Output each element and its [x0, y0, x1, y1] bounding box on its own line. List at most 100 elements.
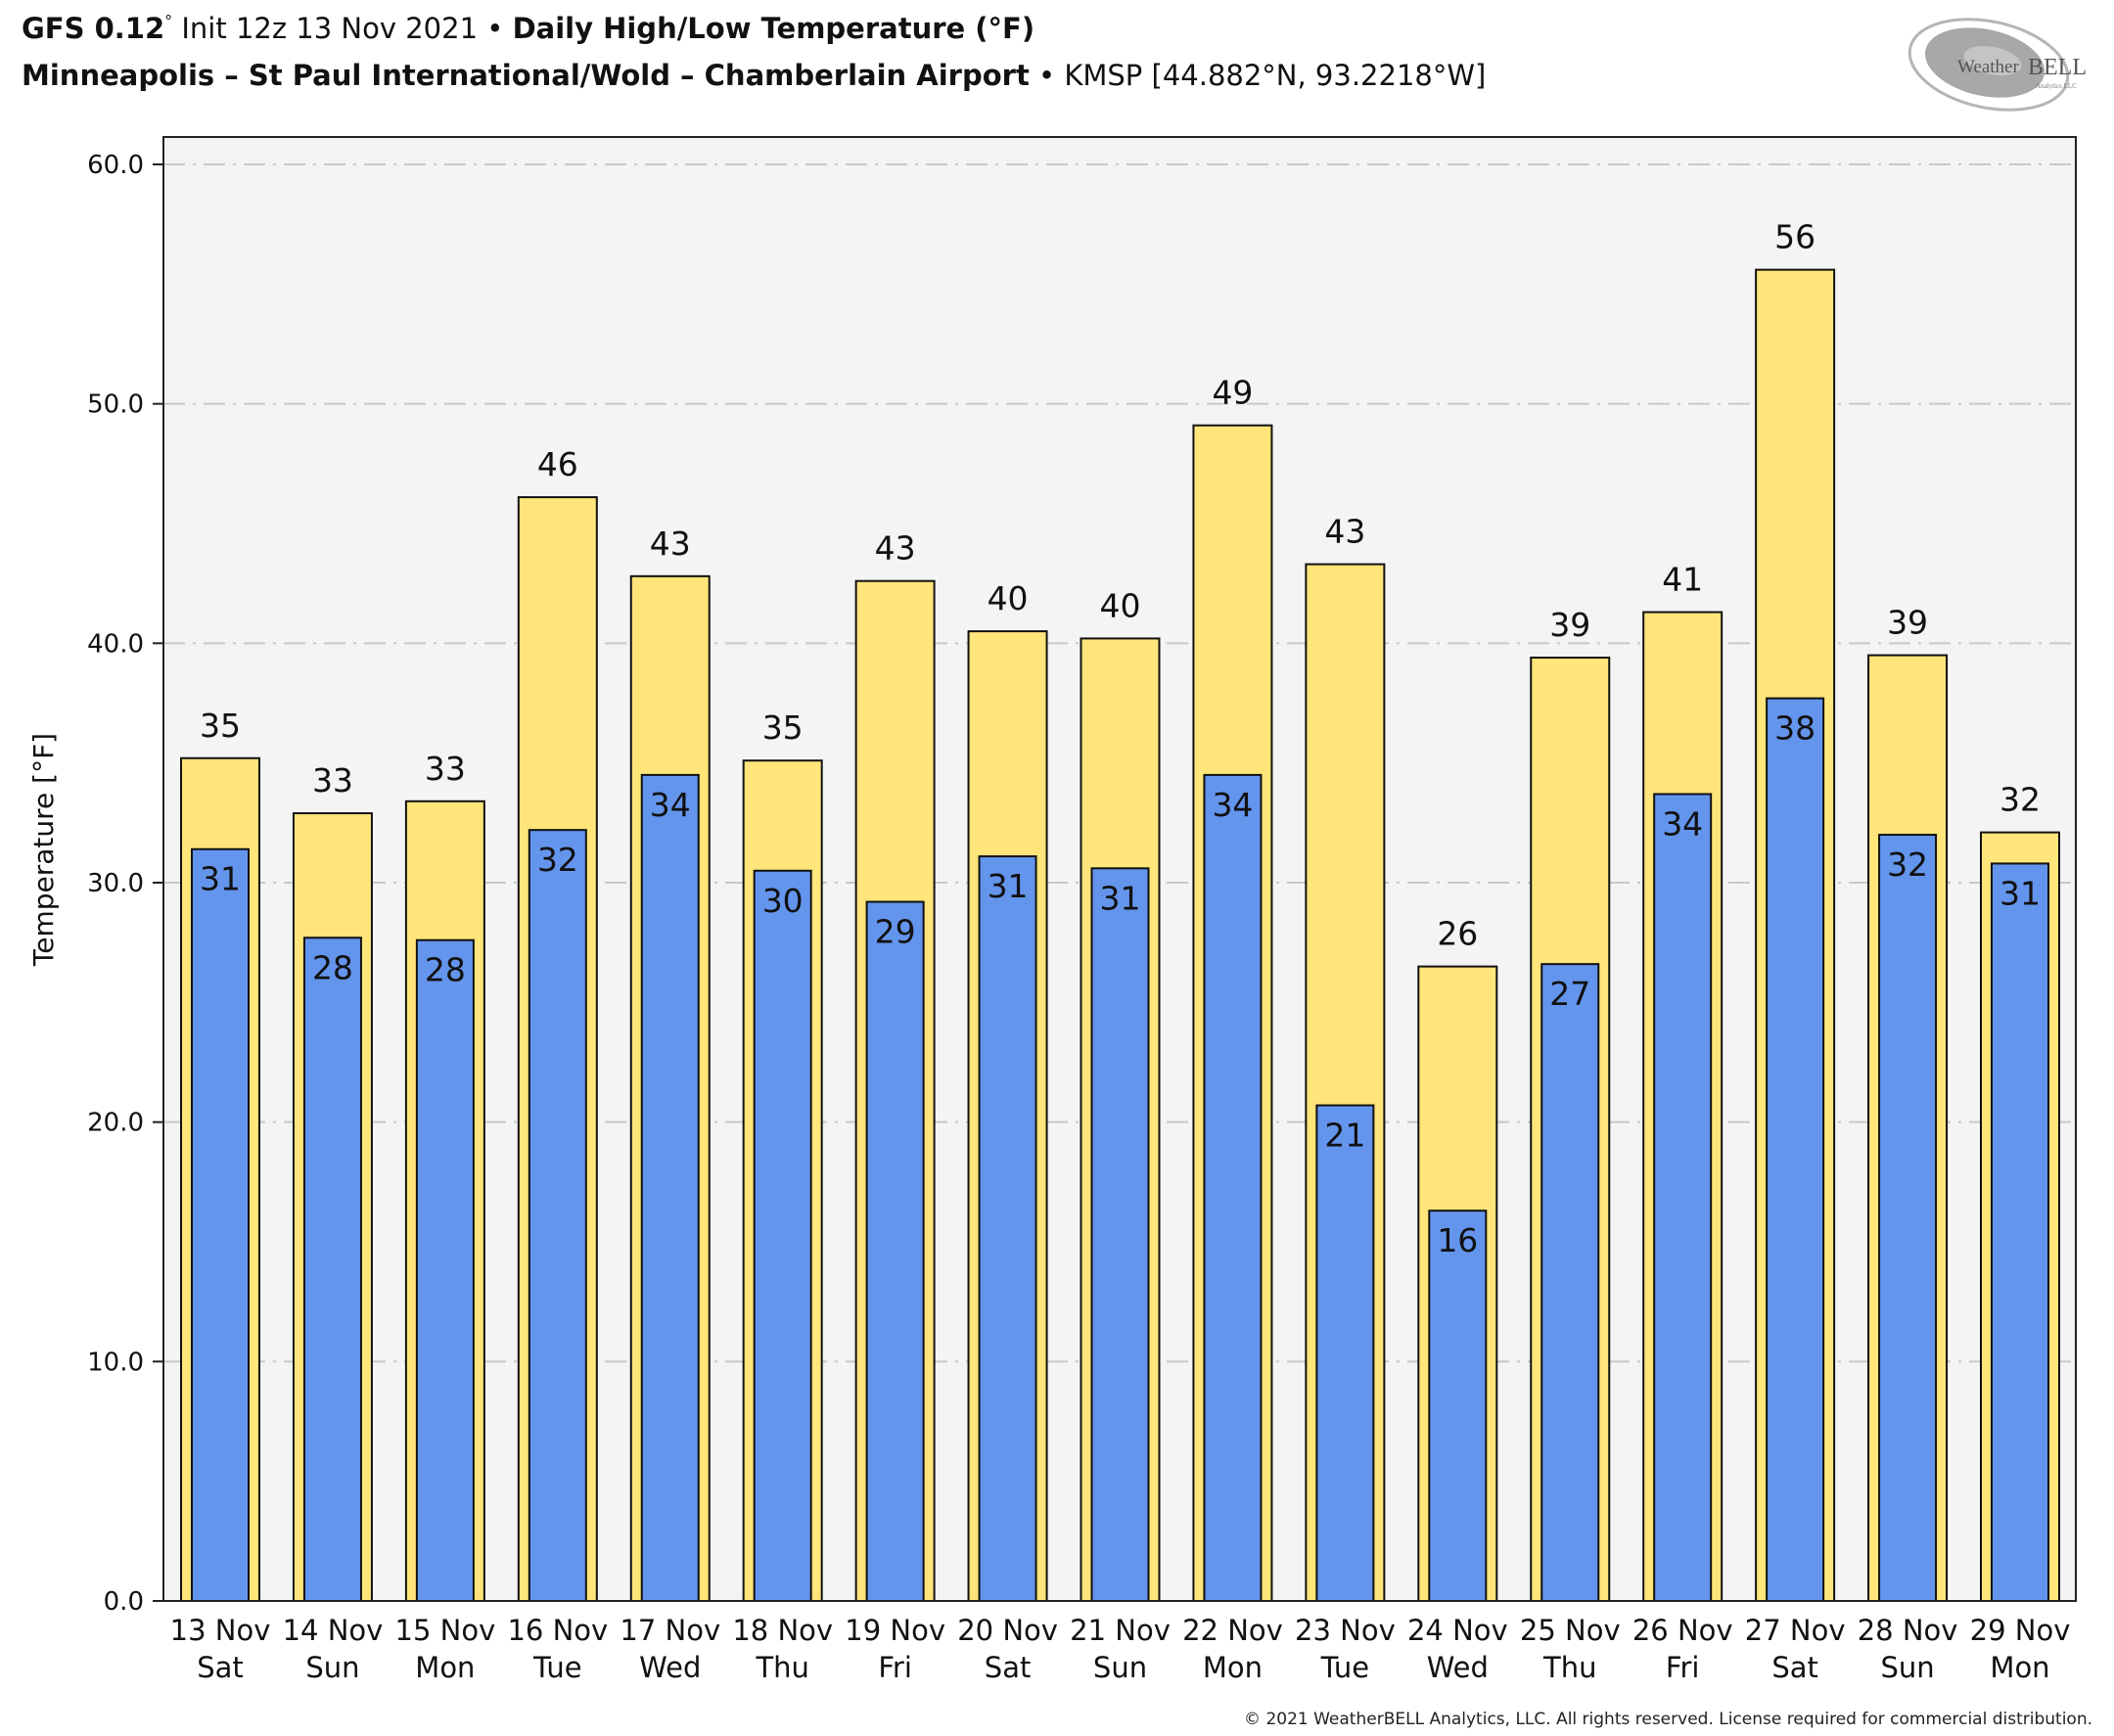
data-label-low: 38 — [1774, 709, 1815, 748]
x-tick-label-date: 23 Nov — [1295, 1614, 1396, 1647]
x-tick-label-day: Sat — [985, 1651, 1032, 1684]
x-tick-label-date: 14 Nov — [283, 1614, 384, 1647]
x-tick-label-day: Wed — [639, 1651, 701, 1684]
x-tick-label-date: 26 Nov — [1632, 1614, 1733, 1647]
data-label-high: 33 — [312, 761, 353, 799]
bar-low — [640, 773, 700, 1602]
x-tick-label-date: 24 Nov — [1407, 1614, 1508, 1647]
data-label-high: 49 — [1212, 374, 1253, 412]
chart-title-line-1: GFS 0.12° Init 12z 13 Nov 2021 • Daily H… — [22, 12, 1034, 45]
x-tick-label-date: 28 Nov — [1858, 1614, 1958, 1647]
x-tick-label-date: 13 Nov — [170, 1614, 271, 1647]
product-title: Daily High/Low Temperature (°F) — [512, 12, 1035, 45]
station-separator: • — [1029, 59, 1065, 92]
bars — [180, 268, 2060, 1603]
data-label-low: 28 — [425, 951, 466, 989]
station-name: Minneapolis – St Paul International/Wold… — [22, 59, 1030, 92]
data-label-high: 46 — [537, 445, 578, 483]
x-tick-label-day: Fri — [1666, 1651, 1700, 1684]
bar-low — [302, 937, 362, 1602]
weatherbell-logo: Weather BELL Analytics LLC — [1907, 18, 2087, 112]
y-tick-label: 40.0 — [87, 629, 144, 659]
data-label-high: 39 — [1887, 604, 1928, 642]
data-label-low: 32 — [1887, 845, 1928, 884]
x-tick-label-day: Wed — [1427, 1651, 1489, 1684]
logo-swirl-hole — [1963, 45, 2022, 76]
x-tick-label-day: Mon — [1990, 1651, 2049, 1684]
data-label-low: 21 — [1324, 1117, 1365, 1155]
data-label-high: 35 — [762, 708, 804, 747]
bar-low — [1203, 773, 1263, 1602]
model-degree: ° — [164, 12, 173, 30]
x-tick-label-day: Mon — [1203, 1651, 1263, 1684]
x-tick-label-date: 16 Nov — [507, 1614, 608, 1647]
x-tick-label-date: 21 Nov — [1070, 1614, 1171, 1647]
data-label-high: 39 — [1549, 606, 1590, 644]
x-tick-label-date: 22 Nov — [1182, 1614, 1283, 1647]
station-code: KMSP [44.882°N, 93.2218°W] — [1064, 59, 1487, 92]
data-label-low: 34 — [1662, 804, 1703, 843]
x-tick-label-day: Thu — [1542, 1651, 1596, 1684]
data-label-high: 40 — [1100, 586, 1141, 624]
model-name: GFS 0.12 — [22, 12, 165, 45]
bar-low — [978, 855, 1037, 1602]
logo-text-weather: Weather — [1957, 57, 2019, 77]
copyright-notice: © 2021 WeatherBELL Analytics, LLC. All r… — [1244, 1710, 2092, 1729]
logo-text-bell: BELL — [2028, 55, 2087, 80]
bar-low — [865, 900, 925, 1602]
y-tick-label: 0.0 — [104, 1587, 144, 1617]
data-label-high: 56 — [1774, 218, 1815, 256]
data-label-high: 43 — [1324, 513, 1365, 551]
data-label-high: 32 — [1999, 781, 2041, 819]
y-tick-label: 30.0 — [87, 869, 144, 898]
data-label-high: 33 — [425, 750, 466, 788]
x-tick-label-date: 17 Nov — [620, 1614, 720, 1647]
chart-title-line-2: Minneapolis – St Paul International/Wold… — [22, 59, 1486, 92]
data-label-high: 26 — [1437, 915, 1478, 953]
y-axis: 0.0 10.0 20.0 30.0 40.0 50.0 60.0 — [87, 151, 163, 1617]
data-label-low: 28 — [312, 948, 353, 986]
y-tick-label: 10.0 — [87, 1348, 144, 1377]
data-labels: 35 31 33 28 33 28 46 32 43 34 35 30 43 29 40 31 40 31 49 34… — [200, 218, 2041, 1260]
data-label-high: 43 — [875, 529, 916, 568]
init-time: Init 12z 13 Nov 2021 • — [172, 12, 513, 45]
x-tick-label-date: 20 Nov — [957, 1614, 1058, 1647]
data-label-low: 32 — [537, 841, 578, 879]
bar-low — [528, 829, 587, 1602]
x-tick-label-day: Sun — [1880, 1651, 1934, 1684]
bar-low — [1315, 1104, 1375, 1603]
bar-low — [1878, 834, 1938, 1602]
data-label-low: 29 — [875, 913, 916, 951]
x-tick-label-date: 29 Nov — [1970, 1614, 2071, 1647]
data-label-high: 35 — [200, 707, 241, 745]
x-tick-label-date: 18 Nov — [732, 1614, 833, 1647]
x-tick-label-day: Mon — [415, 1651, 475, 1684]
data-label-high: 43 — [650, 525, 691, 563]
data-label-low: 31 — [1100, 879, 1141, 917]
logo-text-sub: Analytics LLC — [2036, 82, 2077, 90]
plot-frame — [162, 136, 2077, 1602]
x-tick-label-date: 19 Nov — [845, 1614, 945, 1647]
bar-low — [1766, 697, 1825, 1602]
x-tick-label-date: 27 Nov — [1745, 1614, 1846, 1647]
x-tick-label-date: 25 Nov — [1520, 1614, 1621, 1647]
data-label-high: 40 — [988, 579, 1029, 617]
x-tick-label-day: Sun — [305, 1651, 359, 1684]
data-label-low: 27 — [1549, 975, 1590, 1013]
data-label-low: 16 — [1437, 1221, 1478, 1259]
x-tick-label-day: Sun — [1093, 1651, 1147, 1684]
x-tick-label-day: Tue — [532, 1651, 582, 1684]
data-label-low: 34 — [650, 786, 691, 824]
bar-low — [191, 847, 250, 1602]
bar-low — [1991, 862, 2049, 1602]
data-label-low: 31 — [1999, 874, 2041, 912]
data-label-low: 34 — [1212, 786, 1253, 824]
data-label-low: 31 — [988, 867, 1029, 905]
data-label-low: 31 — [200, 860, 241, 898]
x-tick-label-date: 15 Nov — [395, 1614, 496, 1647]
x-tick-label-day: Sat — [1771, 1651, 1818, 1684]
x-tick-label-day: Fri — [878, 1651, 912, 1684]
data-label-low: 30 — [762, 882, 804, 920]
data-label-high: 41 — [1662, 561, 1703, 599]
